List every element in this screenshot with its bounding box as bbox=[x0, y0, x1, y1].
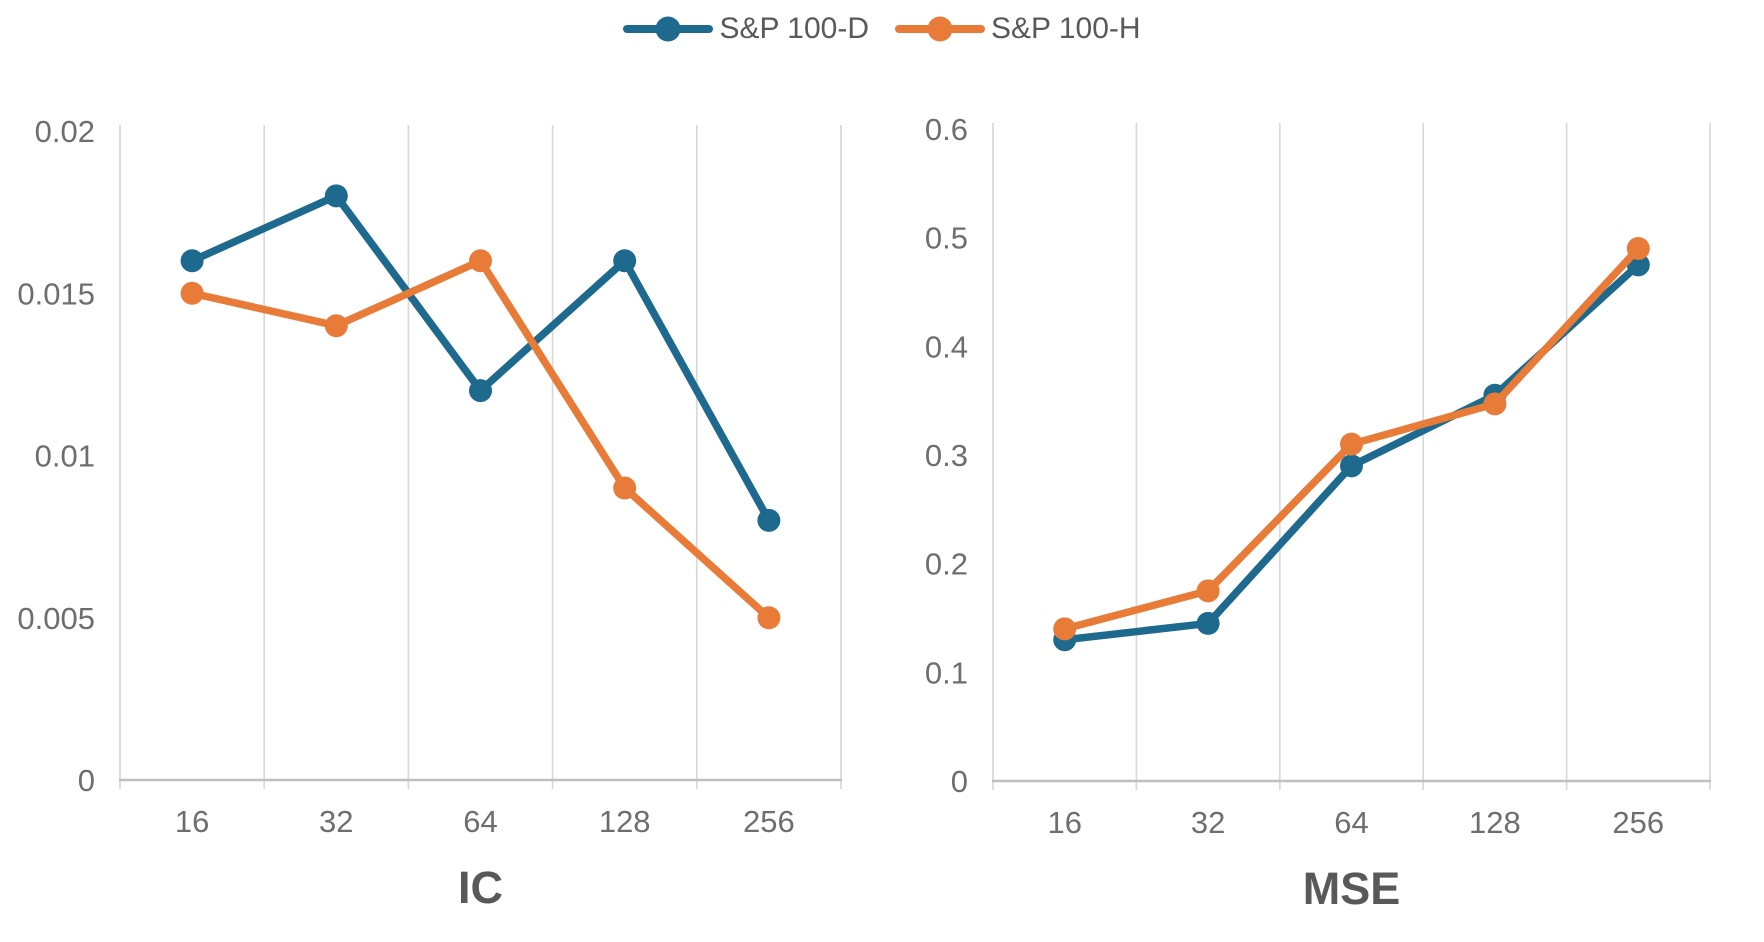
x-tick-label: 256 bbox=[1612, 805, 1664, 840]
x-tick-label: 16 bbox=[175, 804, 209, 839]
y-tick-label: 0.4 bbox=[925, 329, 968, 364]
data-point bbox=[1196, 579, 1220, 603]
x-tick-label: 128 bbox=[1469, 805, 1521, 840]
y-tick-label: 0.005 bbox=[17, 601, 95, 636]
data-point bbox=[1196, 611, 1220, 635]
data-point bbox=[469, 249, 492, 273]
series-line bbox=[188, 257, 773, 622]
chart-ic: 0 0.005 0.01 0.015 0.02 16 32 64 128 256 IC bbox=[17, 114, 842, 913]
y-tick-label: 0.3 bbox=[925, 438, 968, 473]
data-point bbox=[180, 249, 204, 273]
chart-title: IC bbox=[458, 862, 503, 913]
y-tick-label: 0.015 bbox=[17, 276, 95, 311]
x-tick-label: 16 bbox=[1047, 805, 1081, 840]
data-point bbox=[324, 184, 348, 208]
y-tick-label: 0 bbox=[951, 764, 968, 799]
x-tick-label: 128 bbox=[599, 804, 651, 839]
data-point bbox=[1483, 392, 1507, 416]
x-tick-label: 256 bbox=[743, 804, 795, 839]
x-tick-label: 64 bbox=[1334, 805, 1368, 840]
data-point bbox=[1053, 617, 1077, 641]
data-point bbox=[180, 281, 204, 305]
x-tick-label: 32 bbox=[1191, 805, 1225, 840]
data-point bbox=[757, 508, 781, 532]
dot-icon bbox=[655, 16, 681, 42]
data-point bbox=[469, 379, 492, 403]
y-tick-label: 0.2 bbox=[925, 547, 968, 582]
legend-label: S&P 100-H bbox=[991, 12, 1141, 45]
legend-item-sp100h: S&P 100-H bbox=[895, 14, 1141, 44]
chart-mse: 0 0.1 0.2 0.3 0.4 0.5 0.6 16 32 64 128 256 MSE bbox=[925, 112, 1711, 914]
data-point bbox=[613, 249, 637, 273]
data-point bbox=[1340, 432, 1363, 456]
y-tick-label: 0.01 bbox=[35, 439, 95, 474]
y-tick-label: 0.1 bbox=[925, 655, 968, 690]
chart-legend: S&P 100-D S&P 100-H bbox=[0, 14, 1764, 44]
data-point bbox=[1626, 237, 1650, 261]
legend-label: S&P 100-D bbox=[719, 12, 869, 45]
chart-title: MSE bbox=[1303, 863, 1401, 914]
data-point bbox=[1340, 454, 1363, 478]
y-tick-label: 0.6 bbox=[925, 112, 968, 147]
line-marker-icon bbox=[623, 16, 714, 42]
y-tick-label: 0.5 bbox=[925, 221, 968, 256]
data-point bbox=[324, 314, 348, 338]
x-tick-label: 32 bbox=[319, 804, 353, 839]
y-tick-label: 0 bbox=[78, 763, 95, 798]
data-point bbox=[757, 606, 781, 630]
series-line bbox=[188, 192, 773, 525]
y-tick-label: 0.02 bbox=[35, 114, 95, 149]
line-marker-icon bbox=[895, 16, 985, 42]
data-point bbox=[613, 476, 637, 500]
legend-item-sp100d: S&P 100-D bbox=[623, 14, 869, 44]
x-tick-label: 64 bbox=[463, 804, 497, 839]
dot-icon bbox=[927, 16, 953, 42]
